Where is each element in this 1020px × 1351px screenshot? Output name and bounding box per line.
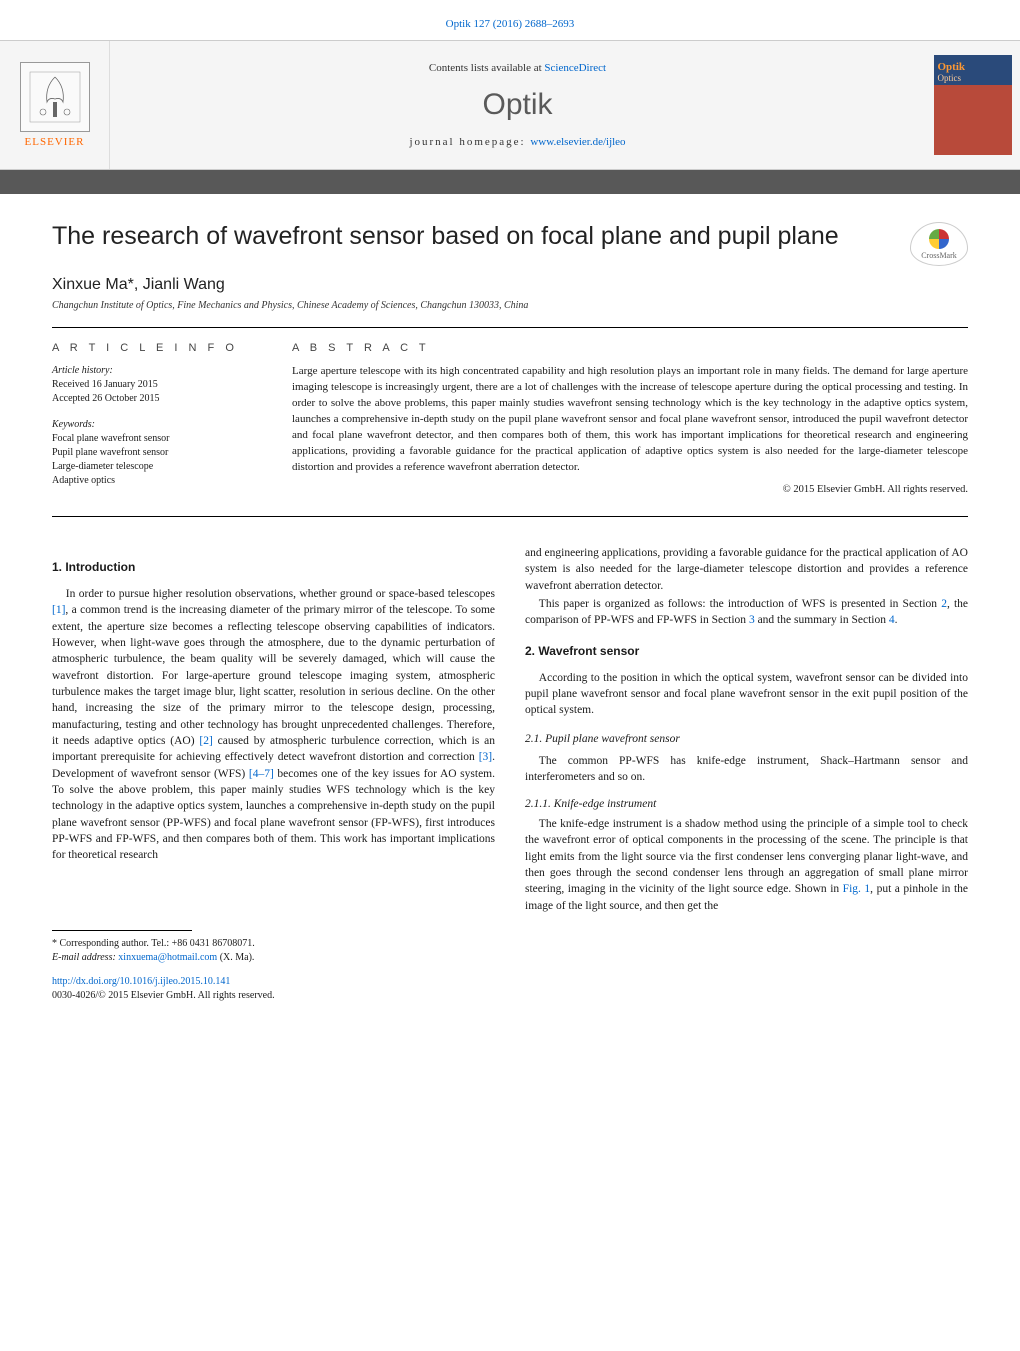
sciencedirect-link[interactable]: ScienceDirect bbox=[544, 62, 606, 74]
divider bbox=[52, 516, 968, 517]
abstract-text: Large aperture telescope with its high c… bbox=[292, 364, 968, 476]
authors: Xinxue Ma*, Jianli Wang bbox=[52, 276, 968, 294]
publisher-name: ELSEVIER bbox=[25, 136, 85, 148]
citation-header: Optik 127 (2016) 2688–2693 bbox=[0, 0, 1020, 40]
accepted-date: Accepted 26 October 2015 bbox=[52, 392, 262, 406]
left-column: 1. Introduction In order to pursue highe… bbox=[52, 545, 495, 916]
ref-link[interactable]: [2] bbox=[199, 735, 212, 747]
homepage-link[interactable]: www.elsevier.de/ijleo bbox=[530, 136, 625, 148]
separator-bar bbox=[0, 170, 1020, 194]
footer: * Corresponding author. Tel.: +86 0431 8… bbox=[0, 916, 1020, 1023]
subsection-heading-ppwfs: 2.1. Pupil plane wavefront sensor bbox=[525, 731, 968, 747]
doi-link[interactable]: http://dx.doi.org/10.1016/j.ijleo.2015.1… bbox=[52, 976, 230, 987]
journal-cover: Optik Optics bbox=[925, 41, 1020, 169]
received-date: Received 16 January 2015 bbox=[52, 378, 262, 392]
issn-copyright: 0030-4026/© 2015 Elsevier GmbH. All righ… bbox=[52, 989, 968, 1003]
affiliation: Changchun Institute of Optics, Fine Mech… bbox=[52, 300, 968, 311]
subsubsection-heading-knife: 2.1.1. Knife-edge instrument bbox=[525, 796, 968, 812]
journal-homepage: journal homepage: www.elsevier.de/ijleo bbox=[409, 136, 625, 148]
cover-title: Optik bbox=[938, 61, 1008, 73]
figure-link[interactable]: Fig. 1 bbox=[843, 883, 871, 895]
section-heading-wfs: 2. Wavefront sensor bbox=[525, 643, 968, 660]
section-heading-intro: 1. Introduction bbox=[52, 559, 495, 576]
article-title: The research of wavefront sensor based o… bbox=[52, 222, 898, 251]
contents-available: Contents lists available at ScienceDirec… bbox=[429, 62, 606, 74]
keywords-label: Keywords: bbox=[52, 418, 262, 432]
keyword: Focal plane wavefront sensor bbox=[52, 432, 262, 446]
banner-center: Contents lists available at ScienceDirec… bbox=[110, 41, 925, 169]
cover-subtitle: Optics bbox=[938, 73, 1008, 83]
doi-line: http://dx.doi.org/10.1016/j.ijleo.2015.1… bbox=[52, 975, 968, 989]
elsevier-tree-icon bbox=[20, 62, 90, 132]
citation-link[interactable]: Optik 127 (2016) 2688–2693 bbox=[446, 18, 575, 30]
email-link[interactable]: xinxuema@hotmail.com bbox=[118, 952, 217, 963]
corresponding-author: * Corresponding author. Tel.: +86 0431 8… bbox=[52, 937, 968, 951]
keyword: Adaptive optics bbox=[52, 474, 262, 488]
ref-link[interactable]: [1] bbox=[52, 604, 65, 616]
body-columns: 1. Introduction In order to pursue highe… bbox=[0, 545, 1020, 916]
article-header: The research of wavefront sensor based o… bbox=[0, 194, 1020, 517]
ref-link[interactable]: [4–7] bbox=[249, 768, 274, 780]
crossmark-badge[interactable]: CrossMark bbox=[910, 222, 968, 266]
right-column: and engineering applications, providing … bbox=[525, 545, 968, 916]
footnote-separator bbox=[52, 930, 192, 931]
crossmark-icon bbox=[929, 229, 949, 249]
intro-continuation: and engineering applications, providing … bbox=[525, 545, 968, 594]
email-line: E-mail address: xinxuema@hotmail.com (X.… bbox=[52, 951, 968, 965]
abstract-copyright: © 2015 Elsevier GmbH. All rights reserve… bbox=[292, 484, 968, 495]
article-info-heading: A R T I C L E I N F O bbox=[52, 342, 262, 354]
ppwfs-paragraph: The common PP-WFS has knife-edge instrum… bbox=[525, 753, 968, 786]
knife-paragraph: The knife-edge instrument is a shadow me… bbox=[525, 816, 968, 914]
abstract-heading: A B S T R A C T bbox=[292, 342, 968, 354]
wfs-paragraph: According to the position in which the o… bbox=[525, 670, 968, 719]
intro-organization: This paper is organized as follows: the … bbox=[525, 596, 968, 629]
keyword: Large-diameter telescope bbox=[52, 460, 262, 474]
history-label: Article history: bbox=[52, 364, 262, 378]
ref-link[interactable]: [3] bbox=[479, 751, 492, 763]
keyword: Pupil plane wavefront sensor bbox=[52, 446, 262, 460]
divider bbox=[52, 327, 968, 328]
journal-name: Optik bbox=[482, 88, 552, 122]
abstract-column: A B S T R A C T Large aperture telescope… bbox=[292, 342, 968, 500]
article-info-column: A R T I C L E I N F O Article history: R… bbox=[52, 342, 262, 500]
intro-paragraph: In order to pursue higher resolution obs… bbox=[52, 586, 495, 864]
publisher-logo: ELSEVIER bbox=[0, 41, 110, 169]
journal-banner: ELSEVIER Contents lists available at Sci… bbox=[0, 40, 1020, 170]
